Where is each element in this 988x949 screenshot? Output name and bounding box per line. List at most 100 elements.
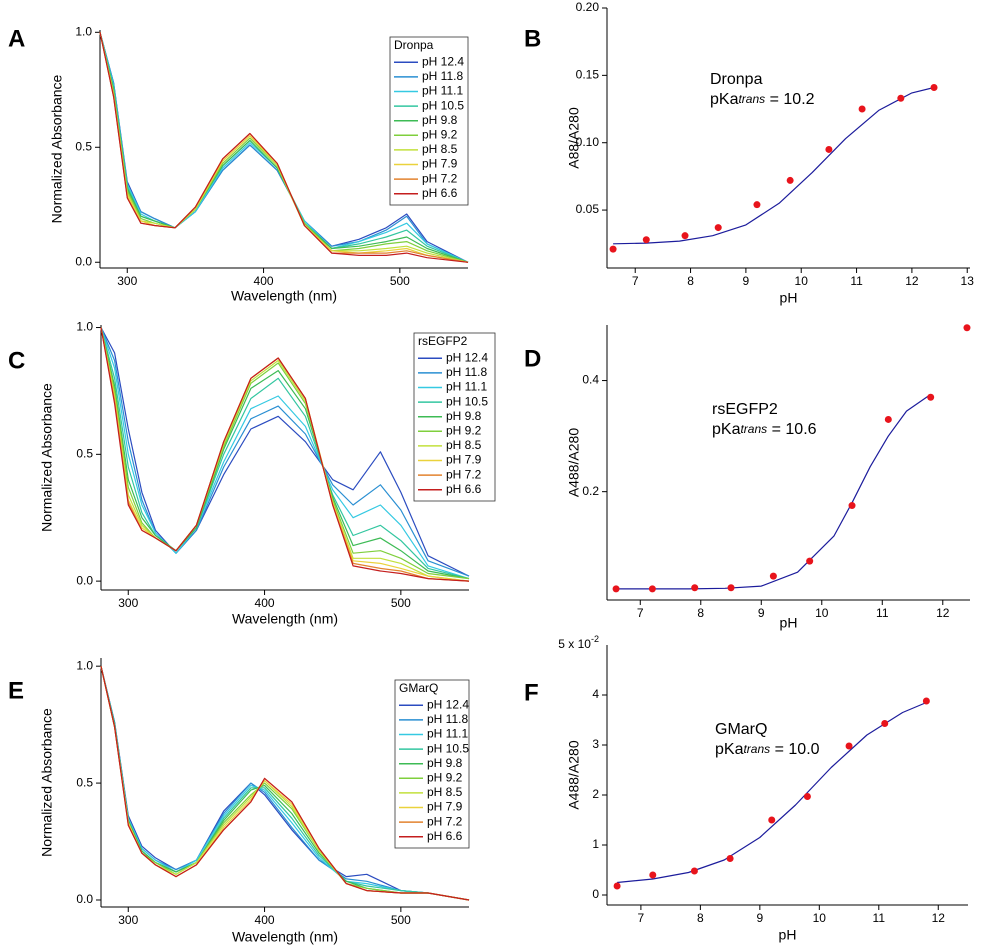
x-tick-label: 400 (255, 913, 275, 927)
x-tick-label: 500 (390, 274, 410, 288)
annotation-name: GMarQ (715, 721, 767, 738)
pka-text: pKa (715, 741, 744, 758)
data-point (897, 94, 905, 102)
data-point (922, 697, 930, 705)
annotation-pka: pKatrans = 10.0 (715, 741, 820, 758)
y-axis-label: Normalized Absorbance (39, 383, 55, 532)
data-point (806, 557, 814, 565)
x-tick-label: 9 (758, 606, 765, 620)
x-tick-label: 300 (117, 274, 137, 288)
x-tick-label: 400 (255, 596, 275, 610)
y-tick-label: 1.0 (76, 320, 93, 334)
data-point (714, 224, 722, 232)
y-tick-label: 1 (592, 837, 599, 851)
panel-letter: E (8, 677, 24, 704)
x-tick-label: 13 (961, 274, 975, 288)
data-point (858, 105, 866, 113)
x-tick-label: 500 (391, 596, 411, 610)
x-tick-label: 10 (813, 911, 827, 925)
x-axis-label: pH (779, 927, 797, 943)
spectrum-line (100, 327, 470, 577)
pka-subscript: trans (738, 92, 765, 106)
y-tick-label: 0.5 (76, 447, 93, 461)
data-point (727, 584, 735, 592)
y-tick-label: 0.20 (576, 0, 600, 14)
y-tick-label: 0.15 (576, 68, 600, 82)
x-tick-label: 7 (638, 911, 645, 925)
y-tick-label: 1.0 (76, 658, 93, 672)
data-point (768, 816, 776, 824)
legend-label: pH 6.6 (427, 829, 463, 843)
legend-title: GMarQ (399, 681, 438, 695)
y-tick-label: 3 (592, 737, 599, 751)
legend-title: Dronpa (394, 38, 434, 52)
legend-label: pH 7.9 (427, 800, 463, 814)
legend-label: pH 7.9 (422, 157, 458, 171)
data-point (642, 236, 650, 244)
spectrum-line (99, 32, 469, 263)
y-axis-label: Normalized Absorbance (39, 708, 55, 857)
data-point (753, 201, 761, 209)
data-point (930, 83, 938, 91)
y-multiplier-base: 5 x 10 (558, 637, 591, 651)
legend-label: pH 11.1 (422, 84, 463, 98)
data-point (612, 585, 620, 593)
fit-line (616, 393, 932, 590)
legend-label: pH 12.4 (427, 697, 469, 711)
y-axis-label: A88/A280 (566, 107, 582, 169)
y-tick-label: 0.5 (75, 139, 92, 153)
y-tick-label: 1.0 (75, 24, 92, 38)
legend-label: pH 7.2 (427, 814, 463, 828)
legend-label: pH 9.2 (422, 127, 458, 141)
x-axis-label: Wavelength (nm) (231, 288, 337, 304)
legend-label: pH 8.5 (427, 785, 463, 799)
panel-letter: B (524, 25, 541, 52)
x-tick-label: 10 (815, 606, 829, 620)
legend-label: pH 11.1 (427, 727, 468, 741)
data-point (613, 882, 621, 890)
legend-label: pH 7.2 (446, 467, 482, 481)
x-tick-label: 12 (905, 274, 919, 288)
data-point (786, 176, 794, 184)
x-tick-label: 11 (876, 606, 889, 620)
x-tick-label: 8 (697, 911, 704, 925)
spectrum-line (100, 327, 470, 580)
pka-subscript: trans (740, 422, 767, 436)
spectrum-line (99, 32, 469, 263)
legend-label: pH 11.8 (422, 69, 463, 83)
legend-label: pH 11.1 (446, 380, 487, 394)
spectrum-line (100, 327, 470, 577)
data-point (690, 867, 698, 875)
annotation-name: Dronpa (710, 71, 763, 88)
x-tick-label: 12 (936, 606, 950, 620)
x-tick-label: 9 (743, 274, 750, 288)
data-point (803, 793, 811, 800)
legend-label: pH 9.8 (422, 113, 458, 127)
x-tick-label: 11 (850, 274, 863, 288)
legend-label: pH 12.4 (422, 54, 464, 68)
x-tick-label: 7 (632, 274, 639, 288)
annotation-pka: pKatrans = 10.6 (712, 421, 817, 438)
legend-label: pH 11.8 (446, 365, 487, 379)
x-tick-label: 12 (932, 911, 946, 925)
spectrum-line (99, 32, 469, 263)
spectrum-line (100, 327, 470, 580)
x-tick-label: 11 (873, 911, 886, 925)
legend-label: pH 9.8 (427, 756, 463, 770)
data-point (648, 585, 656, 593)
legend-label: pH 12.4 (446, 350, 488, 364)
legend-label: pH 8.5 (446, 438, 482, 452)
spectrum-line (99, 32, 469, 263)
x-tick-label: 10 (795, 274, 809, 288)
y-tick-label: 0.0 (76, 892, 93, 906)
panel-letter: F (524, 679, 539, 706)
x-axis-label: Wavelength (nm) (232, 611, 338, 627)
spectrum-line (99, 32, 469, 263)
x-tick-label: 7 (637, 606, 644, 620)
data-point (649, 871, 657, 879)
y-tick-label: 0.0 (75, 254, 92, 268)
data-point (845, 742, 853, 750)
legend-label: pH 10.5 (427, 741, 469, 755)
annotation-pka: pKatrans = 10.2 (710, 91, 815, 108)
